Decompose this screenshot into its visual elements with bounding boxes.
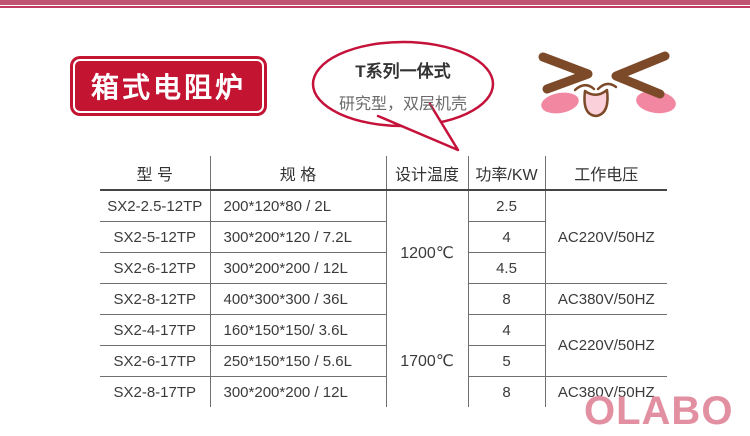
voltage-cell: AC380V/50HZ <box>557 383 655 401</box>
speech-bubble-outline <box>311 40 495 152</box>
spec-cell: 300*200*200 / 12L <box>210 376 387 407</box>
spec-table: 型 号 规 格 设计温度 功率/KW 工作电压 SX2-2.5-12TP 200… <box>100 156 667 407</box>
voltage-cell: AC220V/50HZ <box>545 314 667 377</box>
power-cell: 8 <box>468 283 546 315</box>
power-cell: 8 <box>468 376 546 407</box>
bubble-text-line1: T系列一体式 <box>355 62 451 81</box>
top-accent-line <box>0 6 750 8</box>
bubble-text-line2: 研究型，双层机壳 <box>338 96 467 113</box>
col-header-model: 型 号 <box>100 156 211 191</box>
table-row: SX2-5-12TP 300*200*120 / 7.2L 4 <box>100 221 667 253</box>
spec-cell: 400*300*300 / 36L <box>210 283 387 315</box>
top-accent-bar <box>0 0 750 5</box>
table-row: SX2-8-17TP 300*200*200 / 12L 8 AC380V/50… <box>100 376 667 407</box>
table-row: SX2-2.5-12TP 200*120*80 / 2L 1200℃ 2.5 A… <box>100 190 667 315</box>
col-header-voltage: 工作电压 <box>545 156 667 191</box>
power-cell: 2.5 <box>468 190 546 222</box>
power-cell: 4 <box>468 221 546 253</box>
spec-cell: 250*150*150 / 5.6L <box>210 345 387 377</box>
model-cell: SX2-5-12TP <box>100 221 211 253</box>
model-cell: SX2-6-17TP <box>100 345 211 377</box>
table-row: SX2-6-12TP 300*200*200 / 12L 4.5 <box>100 252 667 284</box>
spec-cell: 200*120*80 / 2L <box>210 190 387 222</box>
mouth-icon <box>573 82 618 92</box>
col-header-spec: 规 格 <box>210 156 387 191</box>
voltage-cell: AC380V/50HZ <box>545 283 667 315</box>
left-eye-icon <box>538 52 593 94</box>
table-header-row: 型 号 规 格 设计温度 功率/KW 工作电压 <box>100 156 667 191</box>
model-cell: SX2-2.5-12TP <box>100 190 211 222</box>
table-row: SX2-4-17TP 160*150*150/ 3.6L 1700℃ 4 AC2… <box>100 314 667 407</box>
model-cell: SX2-4-17TP <box>100 314 211 346</box>
spec-cell: 160*150*150/ 3.6L <box>210 314 387 346</box>
model-cell: SX2-8-12TP <box>100 283 211 315</box>
right-eye-icon <box>611 51 670 99</box>
spec-cell: 300*200*200 / 12L <box>210 252 387 284</box>
model-cell: SX2-6-12TP <box>100 252 211 284</box>
model-cell: SX2-8-17TP <box>100 376 211 407</box>
left-cheek-icon <box>541 92 579 114</box>
table-row: SX2-8-12TP 400*300*300 / 36L 8 AC380V/50… <box>100 283 667 315</box>
col-header-power: 功率/KW <box>468 156 546 191</box>
power-cell: 4 <box>468 314 546 346</box>
col-header-temp: 设计温度 <box>386 156 469 191</box>
table-row: SX2-6-17TP 250*150*150 / 5.6L 5 <box>100 345 667 377</box>
right-cheek-icon <box>636 90 676 114</box>
temp-cell: 1700℃ <box>386 314 469 407</box>
spec-cell: 300*200*120 / 7.2L <box>210 221 387 253</box>
voltage-cell: AC220V/50HZ <box>545 190 667 284</box>
title-badge: 箱式电阻炉 <box>70 56 268 116</box>
olabo-logo: OLABO <box>584 389 734 433</box>
tongue-icon <box>583 88 609 118</box>
face-emoticon-icon <box>538 51 676 118</box>
power-cell: 4.5 <box>468 252 546 284</box>
page-title: 箱式电阻炉 <box>73 59 265 113</box>
temp-cell: 1200℃ <box>386 190 469 315</box>
power-cell: 5 <box>468 345 546 377</box>
